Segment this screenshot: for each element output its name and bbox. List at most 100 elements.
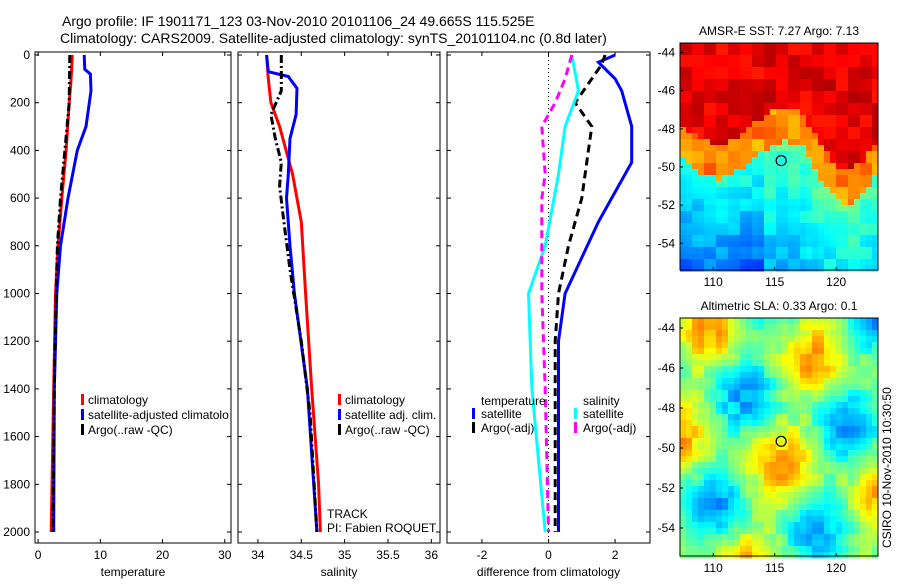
map-cell [716,516,723,523]
map-cell [776,450,783,457]
map-cell [746,546,753,553]
map-cell [872,480,879,487]
map-cell [734,426,741,433]
map-cell [704,139,711,146]
map-cell [806,504,813,511]
map-cell [836,187,843,194]
map-cell [812,360,819,367]
map-cell [680,342,687,349]
map-cell [704,408,711,415]
map-cell [776,187,783,194]
map-cell [746,193,753,200]
map-cell [782,193,789,200]
map-cell [830,522,837,529]
map-cell [800,217,807,224]
legend-swatch [574,422,577,433]
map-cell [854,480,861,487]
map-cell [836,163,843,170]
map-cell [680,175,687,182]
map-cell [740,145,747,152]
map-cell [854,265,861,272]
map-cell [746,384,753,391]
map-cell [824,474,831,481]
map-cell [764,384,771,391]
map-cell [734,498,741,505]
map-cell [776,157,783,164]
map-cell [698,432,705,439]
y-tick-label: -54 [658,236,676,250]
map-cell [866,354,873,361]
map-cell [752,217,759,224]
map-cell [722,67,729,74]
map-cell [740,205,747,212]
map-cell [710,217,717,224]
map-cell [788,43,795,50]
map-cell [800,360,807,367]
map-cell [764,480,771,487]
map-cell [830,354,837,361]
map-cell [836,384,843,391]
map-cell [824,91,831,98]
map-cell [794,504,801,511]
map-cell [734,486,741,493]
map-cell [860,145,867,152]
map-cell [866,420,873,427]
map-cell [686,175,693,182]
map-cell [692,348,699,355]
map-cell [824,247,831,254]
map-cell [752,522,759,529]
map-cell [716,79,723,86]
map-cell [812,241,819,248]
map-cell [806,516,813,523]
map-cell [704,324,711,331]
map-cell [800,372,807,379]
map-cell [860,486,867,493]
argo-position-marker [775,435,787,447]
map-cell [872,163,879,170]
map-cell [782,163,789,170]
map-cell [728,229,735,236]
map-cell [770,546,777,553]
map-cell [692,414,699,421]
map-cell [866,468,873,475]
map-cell [680,540,687,547]
map-cell [854,396,861,403]
map-cell [788,91,795,98]
map-cell [842,235,849,242]
map-cell [800,546,807,553]
map-cell [710,151,717,158]
map-cell [788,426,795,433]
map-cell [680,187,687,194]
map-cell [722,115,729,122]
map-cell [782,522,789,529]
map-cell [788,486,795,493]
map-cell [764,552,771,559]
map-cell [872,223,879,230]
map-cell [686,552,693,559]
map-cell [866,109,873,116]
map-cell [722,91,729,98]
map-cell [752,552,759,559]
map-cell [746,336,753,343]
map-cell [734,396,741,403]
map-cell [824,450,831,457]
map-cell [842,91,849,98]
map-cell [686,127,693,134]
map-cell [842,175,849,182]
map-cell [710,456,717,463]
map-cell [800,324,807,331]
map-cell [746,414,753,421]
map-cell [818,360,825,367]
map-cell [704,229,711,236]
argo-position-marker [775,155,787,167]
map-cell [788,259,795,266]
map-cell [752,540,759,547]
map-cell [728,426,735,433]
map-cell [842,265,849,272]
map-cell [800,414,807,421]
map-cell [842,103,849,110]
map-cell [860,426,867,433]
map-cell [764,474,771,481]
map-cell [860,504,867,511]
map-cell [680,360,687,367]
